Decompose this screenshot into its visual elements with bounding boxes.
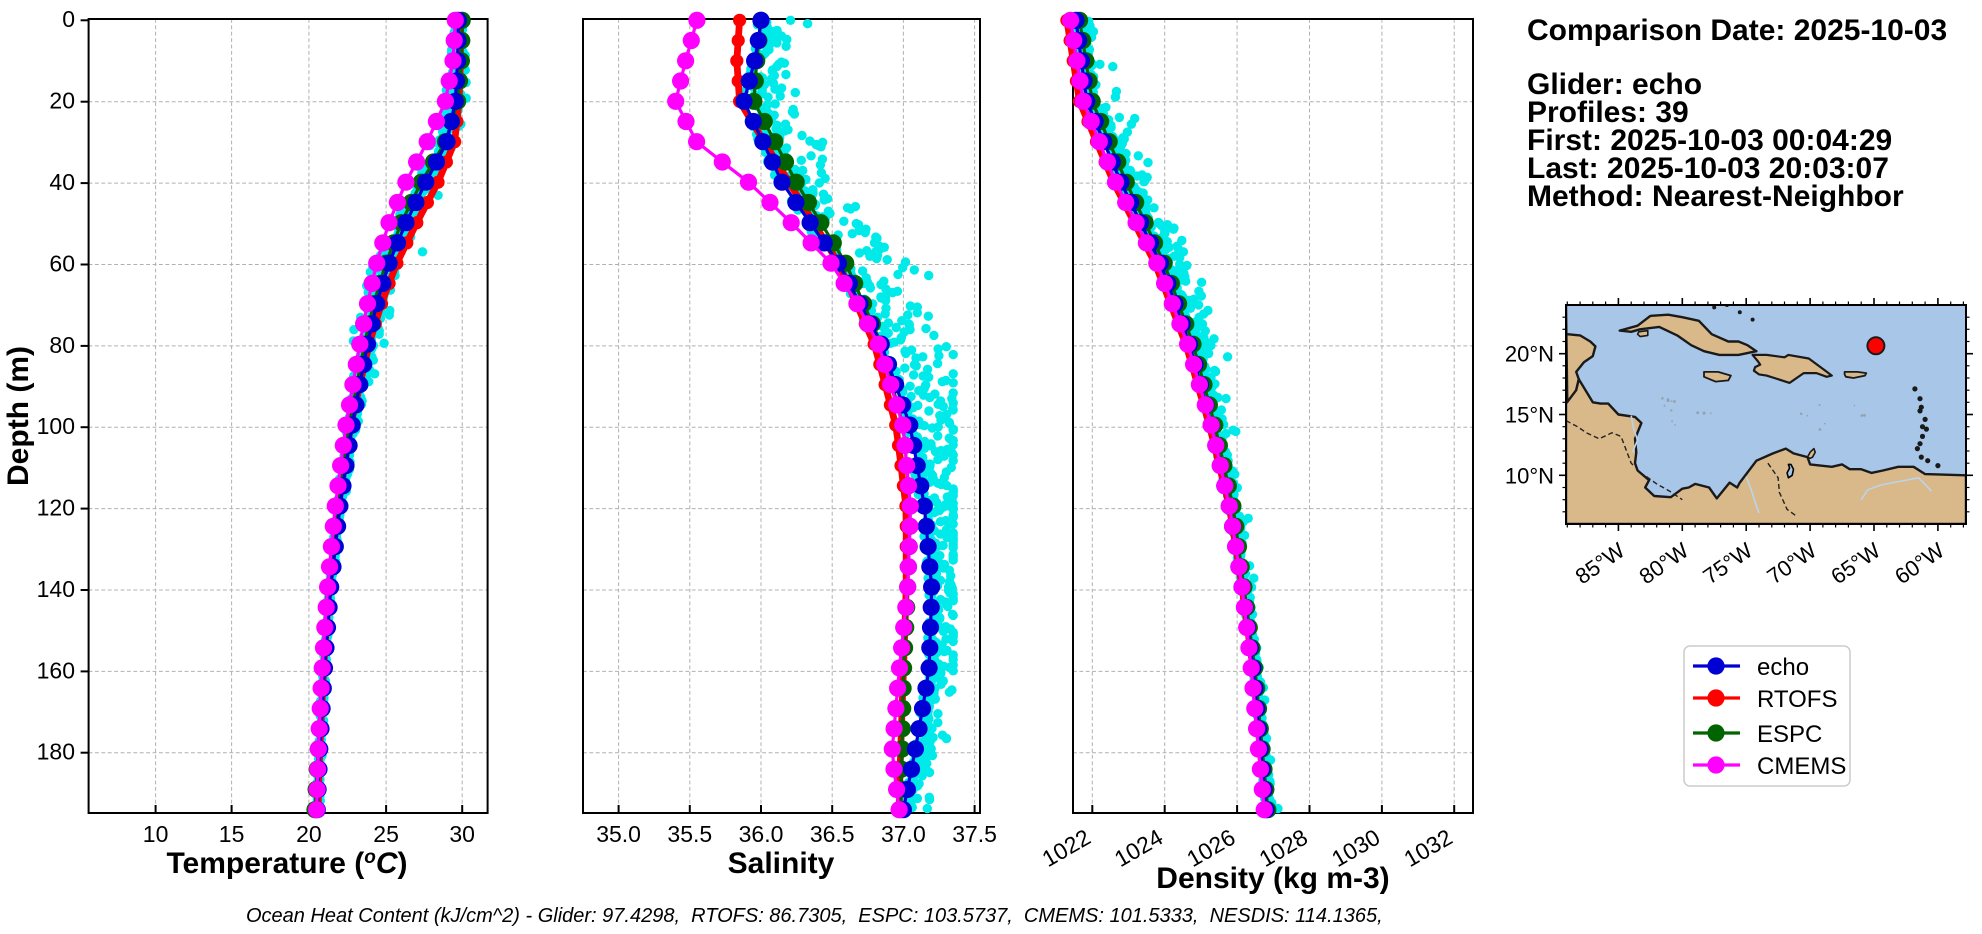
svg-text:37.5: 37.5 [952,821,997,847]
svg-text:ESPC: ESPC [1757,721,1822,748]
svg-text:40: 40 [49,169,75,195]
svg-text:60: 60 [49,251,75,277]
svg-text:36.0: 36.0 [739,821,784,847]
svg-text:35.0: 35.0 [596,821,641,847]
svg-text:140: 140 [37,576,75,602]
svg-text:echo: echo [1757,654,1809,681]
svg-text:25: 25 [373,821,399,847]
svg-text:100: 100 [37,413,75,439]
svg-text:CMEMS: CMEMS [1757,753,1846,780]
svg-text:Salinity: Salinity [728,847,835,880]
svg-text:160: 160 [37,657,75,683]
svg-text:Comparison Date: 2025-10-03: Comparison Date: 2025-10-03 [1527,14,1947,47]
svg-text:10: 10 [143,821,169,847]
svg-text:0: 0 [62,6,75,32]
svg-text:15°N: 15°N [1505,403,1554,428]
svg-text:180: 180 [37,739,75,765]
svg-text:15: 15 [219,821,245,847]
svg-text:20: 20 [296,821,322,847]
svg-text:Method: Nearest-Neighbor: Method: Nearest-Neighbor [1527,180,1904,213]
svg-text:120: 120 [37,495,75,521]
svg-text:Density (kg m-3): Density (kg m-3) [1156,862,1389,895]
svg-text:35.5: 35.5 [667,821,712,847]
svg-text:20°N: 20°N [1505,342,1554,367]
svg-text:RTOFS: RTOFS [1757,686,1837,713]
svg-text:37.0: 37.0 [881,821,926,847]
svg-text:20: 20 [49,88,75,114]
svg-text:80: 80 [49,332,75,358]
svg-text:Depth (m): Depth (m) [2,346,35,486]
svg-text:Ocean Heat Content (kJ/cm^2) -: Ocean Heat Content (kJ/cm^2) - Glider: 9… [246,905,1383,927]
svg-text:36.5: 36.5 [810,821,855,847]
svg-text:30: 30 [449,821,475,847]
svg-text:10°N: 10°N [1505,463,1554,488]
